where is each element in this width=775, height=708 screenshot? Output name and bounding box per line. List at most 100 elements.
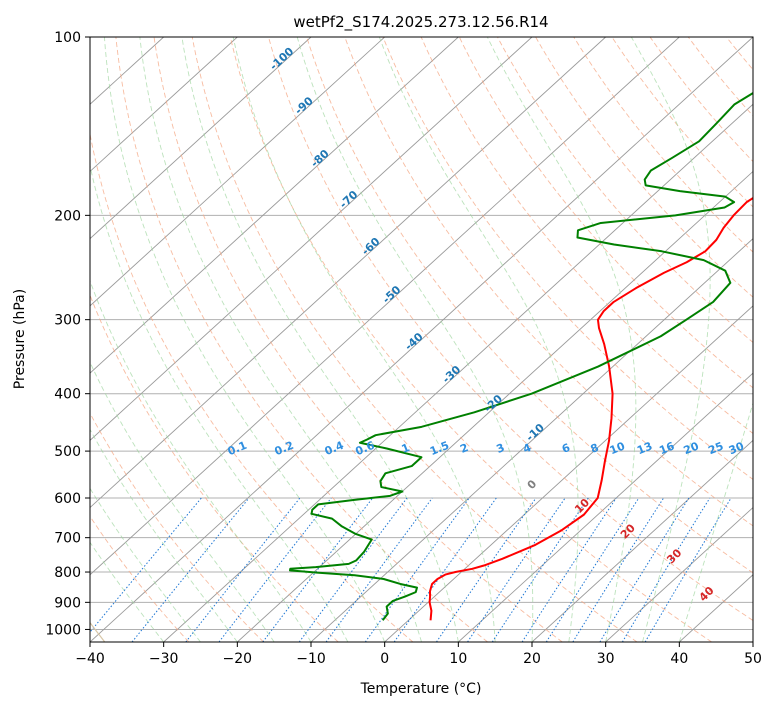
y-tick-label: 900 [54, 595, 81, 611]
moist-adiabat-label: 0 [525, 477, 540, 492]
y-tick-label: 500 [54, 444, 81, 460]
mixing-ratio-line [467, 497, 566, 642]
moist-adiabat [678, 401, 753, 642]
isotherm-line [90, 37, 606, 509]
isotherm-line [90, 37, 459, 374]
y-tick-label: 100 [54, 30, 81, 46]
mixing-ratio-label: 3 [495, 441, 507, 456]
mixing-ratio-label: 0.4 [323, 439, 346, 458]
plot-frame [89, 36, 754, 643]
dry-adiabat [268, 37, 753, 622]
mixing-ratio-line [436, 497, 537, 642]
dry-adiabat [420, 37, 753, 434]
temperature-profile [428, 196, 753, 621]
x-tick-label: −30 [149, 651, 179, 667]
isotherm-line [163, 103, 753, 642]
mixing-ratio-label: 2 [458, 441, 470, 456]
y-tick-label: 1000 [45, 622, 81, 638]
isotherm-line [531, 439, 753, 642]
mixing-ratio-label: 0.1 [226, 439, 249, 458]
moist-adiabat [486, 37, 637, 642]
moist-adiabat [90, 279, 312, 642]
y-tick-label: 600 [54, 491, 81, 507]
isotherm-line [90, 37, 680, 576]
dry-adiabat [535, 37, 753, 298]
sounding-profiles [288, 91, 753, 621]
dry-adiabat [115, 37, 488, 642]
isotherm-line [90, 37, 312, 240]
moist-adiabat [630, 37, 711, 642]
mixing-ratio-line [491, 497, 589, 642]
dry-adiabat [90, 131, 414, 642]
y-tick-label: 700 [54, 531, 81, 547]
moist-adiabat [90, 361, 275, 642]
isotherm-label: -90 [292, 94, 316, 117]
y-tick-label: 300 [54, 313, 81, 329]
dry-adiabat [382, 37, 753, 481]
moist-adiabat-label: 10 [572, 496, 592, 516]
moist-adiabat [232, 37, 496, 642]
isotherm-label: -80 [308, 147, 332, 170]
moist-adiabat [181, 37, 459, 642]
moist-adiabat-label: 30 [664, 546, 684, 566]
x-tick-label: −20 [223, 651, 253, 667]
dewpoint-profile [288, 91, 753, 621]
isotherm-label: -40 [402, 330, 426, 353]
isotherm-line [458, 372, 753, 642]
dry-adiabat [765, 37, 775, 642]
mixing-ratio-line [644, 497, 732, 642]
moist-adiabat [90, 487, 201, 642]
y-tick-label: 400 [54, 387, 81, 403]
y-axis-label: Pressure (hPa) [12, 289, 28, 389]
x-tick-label: −10 [296, 651, 326, 667]
isotherm-line [90, 37, 238, 173]
isotherm-line [237, 170, 753, 642]
y-tick-label: 200 [54, 208, 81, 224]
isotherm-line [90, 37, 753, 642]
dry-adiabat [497, 37, 753, 343]
mixing-ratio-line [621, 497, 711, 642]
mixing-ratio-label: 25 [706, 440, 725, 458]
isotherm-line [605, 506, 753, 642]
y-tick-label: 800 [54, 565, 81, 581]
dry-adiabat [726, 37, 753, 71]
mixing-ratio-line [521, 497, 617, 642]
dry-adiabat [458, 37, 753, 389]
moist-adiabat [139, 37, 422, 642]
mixing-ratio-label: 6 [560, 441, 572, 456]
dry-adiabat [611, 37, 753, 208]
mixing-ratio-label: 16 [657, 439, 676, 457]
mixing-ratio-line [572, 497, 665, 642]
isotherm-label: -70 [337, 188, 361, 211]
chart-title: wetPf2_S174.2025.273.12.56.R14 [293, 13, 548, 32]
x-tick-label: 30 [597, 651, 615, 667]
x-tick-label: 40 [670, 651, 688, 667]
dry-adiabat [90, 515, 190, 642]
dry-adiabat [344, 37, 753, 527]
moist-adiabat-label: 40 [697, 584, 717, 604]
dry-adiabat [191, 37, 638, 642]
x-axis-label: Temperature (°C) [360, 681, 482, 697]
moist-adiabat [296, 37, 534, 642]
dry-adiabat [229, 37, 712, 642]
dry-adiabat [687, 37, 753, 117]
mixing-ratio-label: 10 [608, 439, 627, 457]
mixing-ratio-label: 0.2 [273, 439, 296, 458]
mixing-ratio-label: 1 [400, 441, 412, 456]
mixing-ratio-line [262, 497, 374, 642]
mixing-ratio-line [218, 497, 332, 642]
mixing-ratio-label: 20 [682, 439, 701, 457]
dry-adiabat [306, 37, 753, 574]
moist-adiabat [90, 163, 349, 642]
mixing-ratio-line [131, 497, 250, 642]
mixing-ratio-label: 0.6 [354, 439, 377, 458]
x-tick-label: 10 [449, 651, 467, 667]
moist-adiabat-label: 20 [618, 521, 638, 541]
moist-adiabat [378, 37, 579, 642]
x-tick-label: −40 [75, 651, 105, 667]
isotherm-label: -60 [359, 235, 383, 258]
axes: −40 −30 −20 −10 0 10 20 30 40 5010020030040050060… [45, 30, 762, 667]
background-lines [90, 37, 775, 642]
isotherm-line [752, 641, 753, 642]
